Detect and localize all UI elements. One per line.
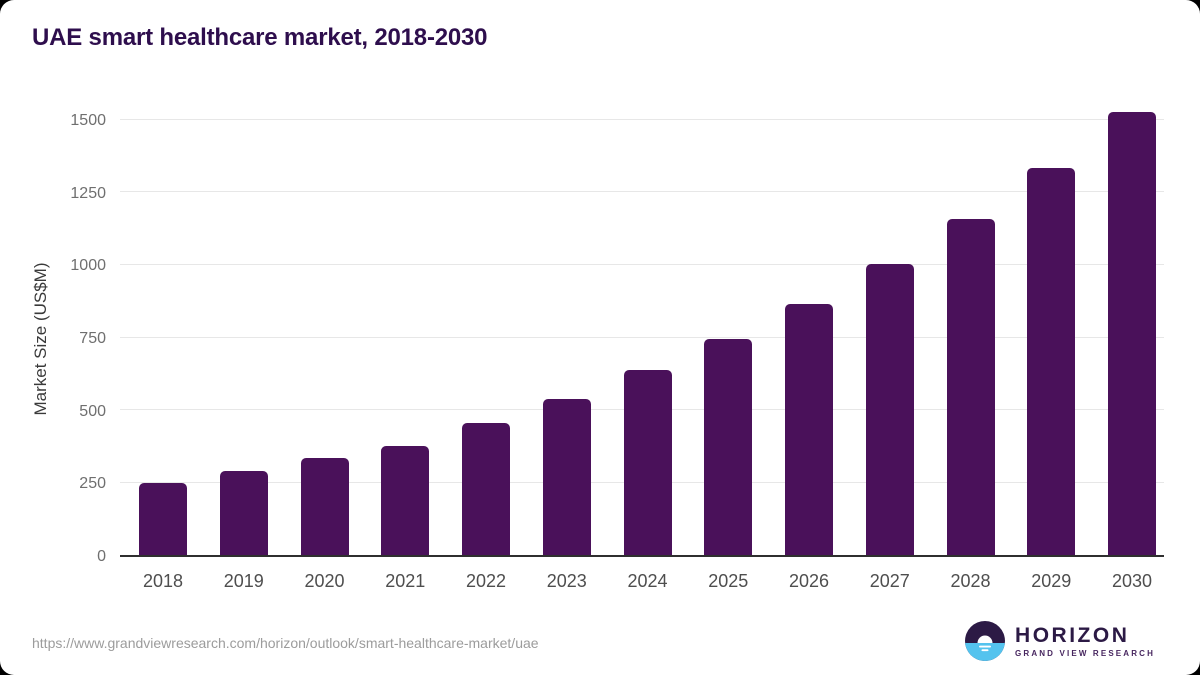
horizon-logo: HORIZON GRAND VIEW RESEARCH bbox=[965, 621, 1155, 661]
x-tick-label-2018: 2018 bbox=[142, 571, 184, 591]
bar-2024 bbox=[623, 369, 672, 555]
logo-text: HORIZON GRAND VIEW RESEARCH bbox=[1015, 625, 1155, 658]
logo-subtitle: GRAND VIEW RESEARCH bbox=[1015, 648, 1155, 658]
y-tick-label-1250: 1250 bbox=[70, 184, 106, 202]
y-tick-label-1000: 1000 bbox=[70, 257, 106, 275]
x-tick-label-2024: 2024 bbox=[627, 571, 668, 591]
y-tick-label-1500: 1500 bbox=[70, 112, 106, 129]
plot-area bbox=[120, 112, 1164, 557]
x-tick-label-2030: 2030 bbox=[1111, 571, 1153, 591]
x-tick-label-2025: 2025 bbox=[708, 571, 749, 591]
y-tick-label-250: 250 bbox=[79, 475, 106, 493]
gridline-1000 bbox=[120, 263, 1164, 265]
x-tick-label-2022: 2022 bbox=[465, 571, 507, 591]
bar-2021 bbox=[381, 446, 430, 555]
bars bbox=[120, 112, 1164, 555]
bar-2023 bbox=[542, 398, 591, 555]
y-tick-label-0: 0 bbox=[97, 548, 106, 565]
x-tick-label-2028: 2028 bbox=[950, 571, 991, 591]
bar-2018 bbox=[139, 482, 187, 555]
bar-2030 bbox=[1108, 112, 1156, 555]
y-axis-ticks: 0 250 500 750 1000 1250 1500 bbox=[0, 112, 106, 565]
x-tick-label-2029: 2029 bbox=[1031, 571, 1072, 591]
x-tick-label-2023: 2023 bbox=[546, 571, 587, 591]
x-tick-label-2019: 2019 bbox=[223, 571, 264, 591]
bar-2029 bbox=[1027, 167, 1076, 555]
horizon-sun-circle-icon bbox=[965, 621, 1006, 661]
gridline-1500 bbox=[120, 118, 1164, 120]
source-url: https://www.grandviewresearch.com/horizo… bbox=[32, 635, 539, 651]
bar-2027 bbox=[865, 264, 914, 555]
y-tick-label-750: 750 bbox=[79, 330, 106, 347]
x-axis-labels: 2018 2019 2020 2021 2022 2023 2024 2025 2026 2027… bbox=[120, 571, 1164, 592]
gridline-750 bbox=[120, 336, 1164, 338]
bar-2028 bbox=[946, 219, 995, 555]
x-tick-label-2021: 2021 bbox=[385, 571, 426, 591]
logo-name: HORIZON bbox=[1015, 623, 1130, 647]
bar-2026 bbox=[785, 303, 833, 555]
x-tick-label-2026: 2026 bbox=[788, 571, 830, 591]
bar-2020 bbox=[300, 458, 349, 555]
bar-2025 bbox=[704, 339, 753, 555]
y-tick-label-500: 500 bbox=[79, 402, 106, 420]
x-tick-label-2020: 2020 bbox=[304, 571, 345, 591]
x-tick-label-2027: 2027 bbox=[869, 571, 910, 591]
bar-2022 bbox=[462, 423, 510, 555]
bar-2019 bbox=[219, 470, 268, 555]
gridline-1250 bbox=[120, 191, 1164, 193]
chart-title: UAE smart healthcare market, 2018-2030 bbox=[32, 24, 488, 51]
